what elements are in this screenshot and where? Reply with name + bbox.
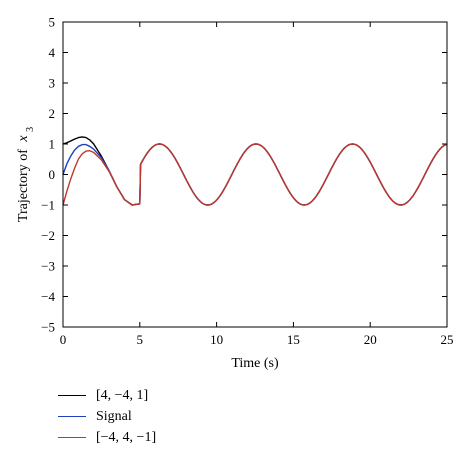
y-tick-label: 5: [49, 15, 56, 30]
legend-swatch-series-2: [58, 416, 86, 417]
y-tick-label: −3: [41, 259, 55, 274]
legend-label-series-3: [−4, 4, −1]: [96, 429, 157, 445]
y-tick-label: 0: [49, 167, 56, 182]
y-tick-label: 2: [49, 106, 56, 121]
legend-swatch-series-1: [58, 395, 86, 396]
x-tick-label: 10: [210, 332, 223, 347]
y-axis-label-variable: x: [16, 135, 31, 143]
x-tick-label: 20: [364, 332, 377, 347]
legend-item-series-2: Signal: [58, 406, 156, 427]
y-axis-label-subscript: 3: [25, 127, 36, 132]
chart: Time (s) Trajectory of x 3 0 5 10 15 20 25543…: [16, 15, 454, 372]
legend-item-series-1: [4, −4, 1]: [58, 385, 156, 406]
legend: [4, −4, 1] Signal [−4, 4, −1]: [58, 385, 156, 448]
y-tick-label: −2: [41, 228, 55, 243]
y-tick-label: −5: [41, 320, 55, 335]
series-line-2: [62, 143, 448, 206]
legend-swatch-series-3: [58, 437, 86, 438]
legend-label-series-1: [4, −4, 1]: [96, 387, 149, 403]
series-line-1: [62, 136, 448, 206]
x-axis-label: Time (s): [231, 356, 279, 371]
y-tick-label: 3: [49, 76, 56, 91]
y-tick-label: 4: [49, 45, 56, 60]
plot-frame: [62, 21, 448, 328]
y-axis-label-text: Trajectory of: [16, 149, 31, 222]
legend-item-series-3: [−4, 4, −1]: [58, 427, 156, 448]
y-tick-label: 1: [49, 137, 56, 152]
x-tick-label: 15: [287, 332, 300, 347]
y-tick-label: −1: [41, 198, 55, 213]
x-tick-label: 0: [60, 332, 67, 347]
x-tick-label: 25: [441, 332, 454, 347]
series-line-3: [62, 143, 448, 206]
y-axis-label: Trajectory of x 3: [16, 127, 36, 222]
plot-area: [62, 21, 448, 328]
legend-label-series-2: Signal: [96, 408, 132, 424]
y-tick-label: −4: [41, 289, 55, 304]
x-tick-label: 5: [137, 332, 144, 347]
